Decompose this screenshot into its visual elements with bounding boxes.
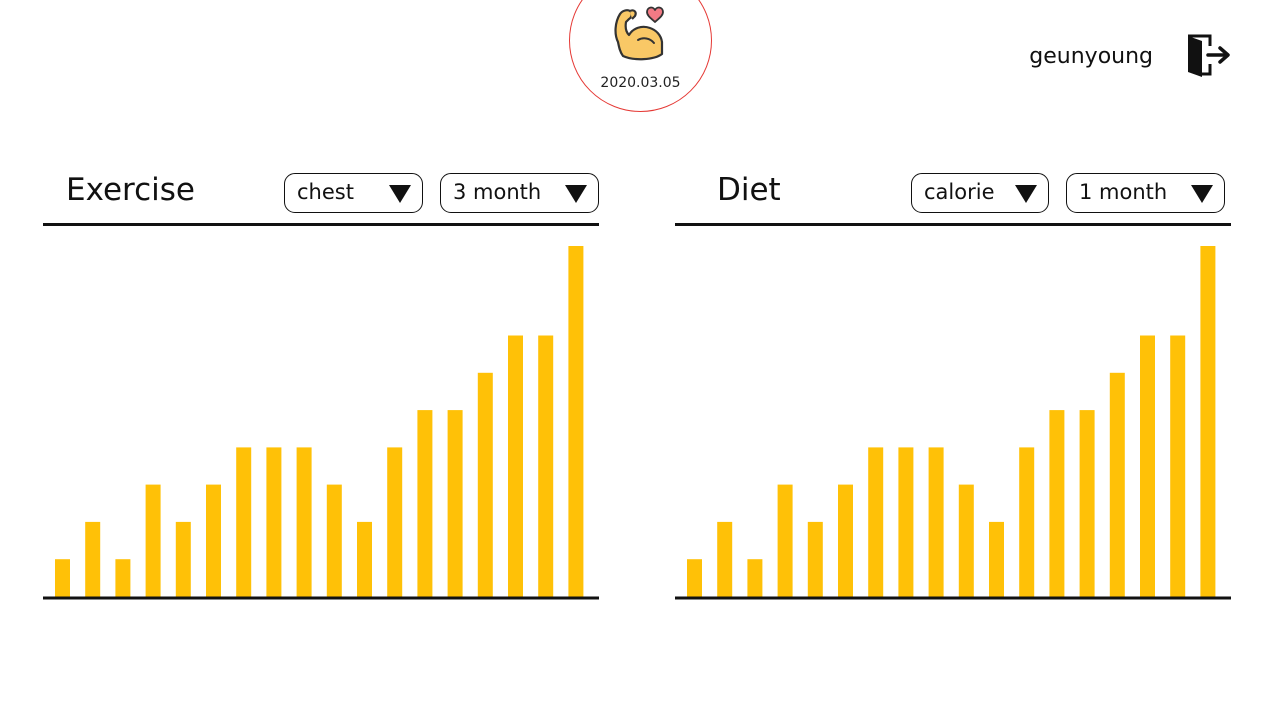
flexed-biceps-heart-icon xyxy=(614,6,664,61)
diet-bar xyxy=(1079,410,1095,597)
exercise-bar xyxy=(538,335,554,597)
diet-metric-dropdown[interactable]: calorie xyxy=(911,173,1049,213)
diet-bar xyxy=(747,559,763,597)
diet-bar xyxy=(989,521,1004,597)
exercise-part-value: chest xyxy=(297,180,354,204)
exercise-bar xyxy=(236,447,252,597)
exercise-title: Exercise xyxy=(66,172,195,208)
triangle-down-icon xyxy=(389,185,411,203)
exercise-bar xyxy=(175,521,191,597)
exercise-period-dropdown[interactable]: 3 month xyxy=(440,173,599,213)
exercise-bar xyxy=(85,521,101,597)
triangle-down-icon xyxy=(1191,185,1213,203)
exercise-bar xyxy=(266,447,282,597)
exercise-bar xyxy=(417,410,433,597)
diet-bar xyxy=(868,447,884,597)
diet-bar xyxy=(777,484,793,597)
exercise-bar xyxy=(387,447,403,597)
diet-bar xyxy=(1170,335,1186,597)
exercise-bar xyxy=(296,447,312,597)
exercise-bar xyxy=(357,521,372,597)
diet-bar xyxy=(898,447,914,597)
diet-bar xyxy=(1049,410,1065,597)
diet-title: Diet xyxy=(717,172,781,208)
diet-bar xyxy=(1019,447,1035,597)
username[interactable]: geunyoung xyxy=(1029,44,1153,69)
diet-bar xyxy=(807,521,823,597)
diet-bar-chart xyxy=(675,246,1231,600)
exercise-header-rule xyxy=(43,223,599,226)
exercise-bar xyxy=(326,484,342,597)
exercise-bar xyxy=(55,559,70,597)
exercise-bar xyxy=(206,484,221,597)
diet-period-value: 1 month xyxy=(1079,180,1168,204)
exercise-part-dropdown[interactable]: chest xyxy=(284,173,423,213)
exercise-bar xyxy=(145,484,161,597)
diet-bar xyxy=(1109,372,1125,597)
diet-bar xyxy=(958,484,974,597)
exercise-bar-chart xyxy=(43,246,599,600)
diet-bar xyxy=(687,559,702,597)
diet-header-rule xyxy=(675,223,1231,226)
exercise-bar xyxy=(115,559,131,597)
diet-bar xyxy=(717,521,733,597)
diet-period-dropdown[interactable]: 1 month xyxy=(1066,173,1225,213)
diet-bar xyxy=(1200,246,1216,597)
diet-bar xyxy=(1140,335,1155,597)
exercise-bar xyxy=(568,246,584,597)
current-date: 2020.03.05 xyxy=(600,75,681,91)
diet-metric-value: calorie xyxy=(924,180,995,204)
exercise-bar xyxy=(477,372,493,597)
diet-bar xyxy=(838,484,853,597)
exercise-bar xyxy=(447,410,463,597)
exercise-period-value: 3 month xyxy=(453,180,542,204)
exercise-bar xyxy=(508,335,523,597)
triangle-down-icon xyxy=(1015,185,1037,203)
logout-door-icon[interactable] xyxy=(1186,34,1232,78)
diet-bar xyxy=(928,447,944,597)
triangle-down-icon xyxy=(565,185,587,203)
